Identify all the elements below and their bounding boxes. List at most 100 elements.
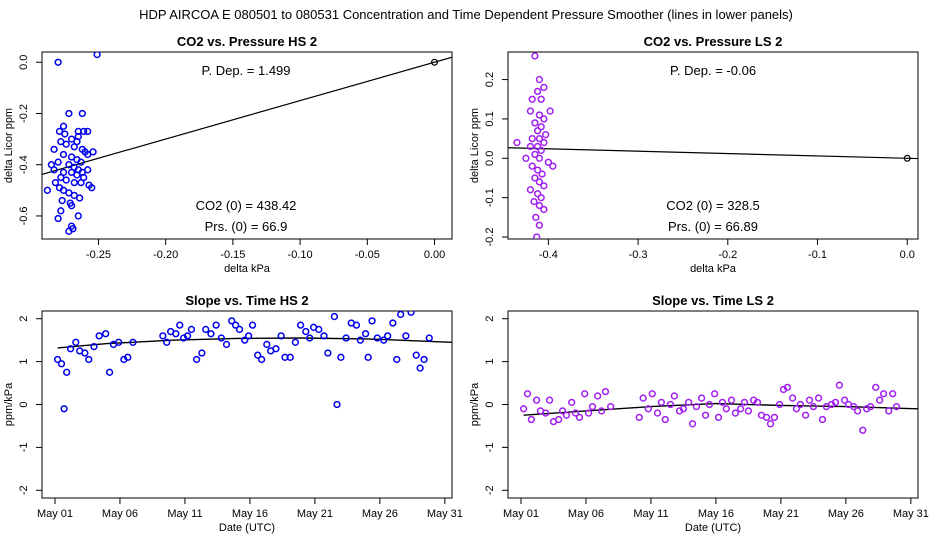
data-point xyxy=(172,330,180,338)
data-point xyxy=(571,409,580,417)
x-tick-label: May 26 xyxy=(828,508,864,520)
data-point xyxy=(555,415,563,424)
data-point xyxy=(528,162,536,170)
data-point xyxy=(814,394,823,402)
data-point xyxy=(540,205,548,214)
data-point xyxy=(77,158,85,166)
x-axis-label: delta kPa xyxy=(224,263,271,275)
data-point xyxy=(537,123,545,131)
data-point xyxy=(78,109,86,118)
data-point xyxy=(666,400,675,409)
data-point xyxy=(866,402,875,411)
data-point xyxy=(597,407,606,415)
data-point xyxy=(549,162,557,170)
data-point xyxy=(818,415,827,424)
data-point xyxy=(533,87,542,96)
data-point xyxy=(58,196,66,205)
y-tick-label: -0.2 xyxy=(18,104,30,123)
data-point xyxy=(540,182,548,190)
data-point xyxy=(522,154,530,162)
data-point xyxy=(692,402,701,411)
data-point xyxy=(727,396,736,404)
data-point xyxy=(320,332,328,340)
data-point xyxy=(731,409,740,417)
data-point xyxy=(77,178,85,187)
co2-intercept-label: CO2 (0) = 328.5 xyxy=(666,198,760,213)
data-point xyxy=(291,338,300,346)
data-point xyxy=(535,134,544,143)
x-tick-label: -0.4 xyxy=(539,249,558,261)
data-point xyxy=(531,174,539,182)
data-layer xyxy=(519,381,918,434)
data-point xyxy=(74,212,82,220)
data-point xyxy=(544,158,553,166)
data-point xyxy=(736,405,745,413)
data-layer xyxy=(508,52,918,239)
data-point xyxy=(538,170,546,178)
data-point xyxy=(679,405,688,413)
data-point xyxy=(546,107,554,115)
data-point xyxy=(159,332,167,340)
chart-title: CO2 vs. Pressure LS 2 xyxy=(644,34,783,49)
data-point xyxy=(684,398,693,407)
data-point xyxy=(84,127,92,136)
data-point xyxy=(639,394,647,402)
x-tick-label: -0.05 xyxy=(355,249,380,261)
data-point xyxy=(212,321,220,329)
data-point xyxy=(532,213,540,221)
data-point xyxy=(163,338,171,346)
origin-marker xyxy=(431,58,439,66)
data-point xyxy=(402,332,410,340)
data-point xyxy=(51,178,60,187)
data-point xyxy=(397,311,405,319)
data-point xyxy=(535,178,544,186)
data-layer xyxy=(42,52,452,235)
data-point xyxy=(535,75,544,84)
data-point xyxy=(105,368,114,376)
chart-hs-pressure: CO2 vs. Pressure HS 2 -0.25 -0.20 -0.15 -0.1… xyxy=(3,34,453,275)
data-point xyxy=(57,207,65,215)
x-tick-label: May 06 xyxy=(568,508,604,520)
data-point xyxy=(248,321,257,329)
data-point xyxy=(653,409,662,417)
data-point xyxy=(90,342,98,351)
data-point xyxy=(872,383,880,391)
data-point xyxy=(192,355,201,364)
data-point xyxy=(770,413,779,422)
data-point xyxy=(540,138,548,147)
data-point xyxy=(93,52,101,59)
data-point xyxy=(892,402,901,411)
data-point xyxy=(43,186,52,194)
regression-line xyxy=(42,56,452,175)
data-point xyxy=(661,415,669,424)
data-point xyxy=(412,351,420,359)
data-point xyxy=(217,334,225,342)
data-point xyxy=(540,115,548,123)
data-point xyxy=(407,311,415,316)
data-point xyxy=(537,194,545,202)
figure-title: HDP AIRCOA E 080501 to 080531 Concentrat… xyxy=(139,7,793,22)
data-point xyxy=(889,390,897,398)
data-point xyxy=(59,150,68,159)
data-point xyxy=(183,332,192,340)
data-point xyxy=(532,396,541,404)
x-axis-label: Date (UTC) xyxy=(685,522,741,534)
x-tick-label: May 16 xyxy=(698,508,734,520)
data-point xyxy=(531,150,539,159)
data-point xyxy=(670,392,678,400)
data-point xyxy=(766,420,775,428)
data-point xyxy=(859,426,867,434)
data-point xyxy=(373,334,381,342)
data-point xyxy=(425,334,433,342)
x-tick-label: May 21 xyxy=(297,508,333,520)
data-point xyxy=(701,411,710,419)
x-tick-label: May 21 xyxy=(763,508,799,520)
data-point xyxy=(535,154,544,162)
data-point xyxy=(286,353,294,361)
data-point xyxy=(688,420,697,428)
data-point xyxy=(697,394,706,402)
y-tick-label: -0.6 xyxy=(18,206,30,225)
data-point xyxy=(526,107,535,115)
data-point xyxy=(129,338,137,346)
data-point xyxy=(80,127,88,136)
